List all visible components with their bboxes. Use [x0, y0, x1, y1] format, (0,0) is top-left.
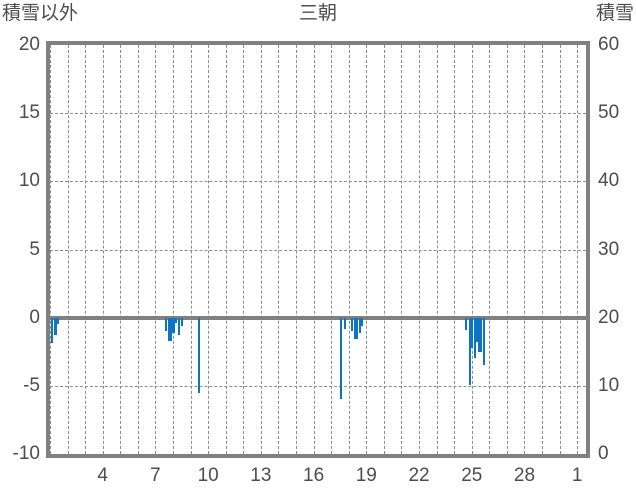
- y-tick-label-left: 0: [29, 306, 40, 328]
- x-tick-label: 4: [97, 465, 108, 486]
- bar: [482, 317, 485, 366]
- bar: [53, 317, 57, 335]
- bar: [51, 317, 54, 343]
- bar: [473, 317, 476, 358]
- plot-inner: [50, 45, 586, 454]
- bar: [354, 317, 359, 339]
- y-tick-label-left: 20: [18, 34, 40, 55]
- left-axis-title: 積雪以外: [2, 3, 79, 24]
- x-tick-label: 22: [408, 465, 430, 486]
- bar: [56, 317, 59, 324]
- plot-area: [46, 41, 590, 458]
- y-tick-label-right: 50: [598, 102, 620, 124]
- y-tick-label-right: 40: [598, 170, 620, 192]
- y-tick-label-left: 10: [18, 170, 40, 192]
- bar: [464, 317, 467, 330]
- y-tick-label-right: 10: [598, 374, 620, 396]
- gridline-horizontal: [50, 181, 586, 183]
- bar: [471, 317, 474, 348]
- bar: [468, 317, 471, 386]
- zero-line: [50, 315, 586, 320]
- bar: [340, 317, 343, 399]
- bar: [178, 317, 181, 335]
- y-tick-label-right: 20: [598, 306, 620, 328]
- y-tick-label-right: 30: [598, 238, 620, 260]
- y-tick-label-left: -10: [12, 443, 40, 464]
- y-tick-label-right: 60: [598, 34, 620, 55]
- x-tick-label: 25: [461, 465, 483, 486]
- bar: [181, 317, 184, 326]
- bar: [358, 317, 361, 333]
- gridline-horizontal: [50, 249, 586, 251]
- gridline-horizontal: [50, 385, 586, 387]
- x-tick-label: 28: [513, 465, 536, 486]
- y-tick-label-left: 15: [18, 102, 40, 124]
- x-tick-label: 1: [571, 465, 583, 486]
- bar: [165, 317, 168, 331]
- bar: [343, 317, 346, 330]
- bar: [351, 317, 354, 332]
- right-axis-title: 積雪: [595, 3, 634, 24]
- x-tick-label: 16: [303, 465, 325, 486]
- bar: [475, 317, 478, 343]
- bar: [197, 317, 200, 394]
- bar: [361, 317, 364, 326]
- x-tick-label: 19: [355, 465, 377, 486]
- x-tick-label: 10: [197, 465, 219, 486]
- y-tick-label-right: 0: [598, 443, 609, 464]
- bar: [167, 317, 172, 341]
- bar: [478, 317, 483, 353]
- page-title: 三朝: [298, 3, 337, 24]
- x-tick-label: 7: [150, 465, 161, 486]
- gridline-horizontal: [50, 113, 586, 115]
- y-tick-label-left: -5: [23, 374, 40, 396]
- bar: [175, 317, 178, 324]
- x-tick-label: 13: [250, 465, 272, 486]
- bar: [172, 317, 175, 333]
- y-tick-label-left: 5: [29, 238, 40, 260]
